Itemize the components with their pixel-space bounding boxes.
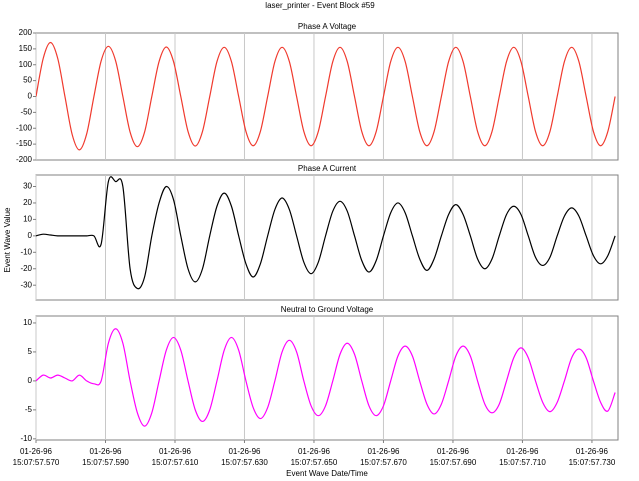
x-tick-label-line: 01-26-96: [576, 447, 609, 456]
x-tick-label-line: 15:07:57.570: [13, 458, 60, 467]
x-tick-label: 01-26-96 15:07:57.630: [221, 447, 268, 467]
y-tick-label: -150: [16, 139, 33, 148]
x-tick-label-line: 01-26-96: [89, 447, 122, 456]
x-tick-label-line: 15:07:57.710: [499, 458, 546, 467]
series-group: [36, 328, 616, 427]
y-tick-label: 200: [19, 28, 33, 37]
y-tick-label: 10: [23, 318, 32, 327]
line-series: [36, 328, 616, 427]
plot-area: [35, 174, 619, 301]
x-tick-label-line: 01-26-96: [159, 447, 192, 456]
y-tick-label: -50: [20, 107, 32, 116]
chart-title: laser_printer - Event Block #59: [265, 1, 375, 10]
x-tick-label: 01-26-96 15:07:57.710: [499, 447, 546, 467]
y-tick-label: -10: [20, 434, 32, 443]
y-tick-label: 0: [28, 92, 33, 101]
plot-area: [35, 315, 619, 441]
y-tick-label: -5: [25, 405, 33, 414]
line-series: [36, 176, 616, 290]
x-tick-label-line: 01-26-96: [367, 447, 400, 456]
series-group: [36, 176, 616, 290]
y-tick-label: -30: [20, 280, 32, 289]
x-tick-label-line: 15:07:57.650: [291, 458, 338, 467]
x-tick-label: 01-26-96 15:07:57.730: [569, 447, 616, 467]
y-tick-label: -20: [20, 264, 32, 273]
y-tick-label: -100: [16, 123, 33, 132]
subplot-title: Phase A Current: [298, 164, 357, 173]
y-axis-label: Event Wave Value: [3, 207, 12, 272]
y-tick-label: -200: [16, 155, 33, 164]
x-tick-label: 01-26-96 15:07:57.670: [360, 447, 407, 467]
series-group: [36, 41, 616, 151]
x-tick-label: 01-26-96 15:07:57.650: [291, 447, 338, 467]
x-tick-label: 01-26-96 15:07:57.570: [13, 447, 60, 467]
y-tick-label: 10: [23, 215, 32, 224]
x-tick-label-line: 15:07:57.610: [152, 458, 199, 467]
x-tick-label-line: 01-26-96: [437, 447, 470, 456]
x-tick-label: 01-26-96 15:07:57.610: [152, 447, 199, 467]
y-tick-label: 100: [19, 60, 33, 69]
x-tick-label-line: 01-26-96: [20, 447, 53, 456]
x-tick-label-line: 15:07:57.730: [569, 458, 616, 467]
x-tick-label-line: 01-26-96: [506, 447, 539, 456]
y-tick-label: 0: [28, 376, 33, 385]
line-series: [36, 41, 616, 151]
y-tick-label: 20: [23, 198, 32, 207]
y-tick-label: -10: [20, 247, 32, 256]
y-tick-label: 30: [23, 182, 32, 191]
y-tick-label: 5: [28, 347, 33, 356]
subplot-title: Neutral to Ground Voltage: [281, 305, 374, 314]
x-tick-label-line: 15:07:57.590: [82, 458, 129, 467]
subplot-title: Phase A Voltage: [298, 22, 357, 31]
x-tick-label-line: 15:07:57.690: [430, 458, 477, 467]
y-tick-label: 150: [19, 44, 33, 53]
y-tick-label: 0: [28, 231, 33, 240]
x-tick-label: 01-26-96 15:07:57.690: [430, 447, 477, 467]
x-tick-label-line: 15:07:57.670: [360, 458, 407, 467]
y-tick-label: 50: [23, 76, 32, 85]
x-tick-label: 01-26-96 15:07:57.590: [82, 447, 129, 467]
plot-area: [35, 32, 619, 161]
x-axis-label: Event Wave Date/Time: [286, 469, 368, 478]
x-tick-label-line: 01-26-96: [298, 447, 331, 456]
x-tick-label-line: 15:07:57.630: [221, 458, 268, 467]
x-tick-label-line: 01-26-96: [228, 447, 261, 456]
